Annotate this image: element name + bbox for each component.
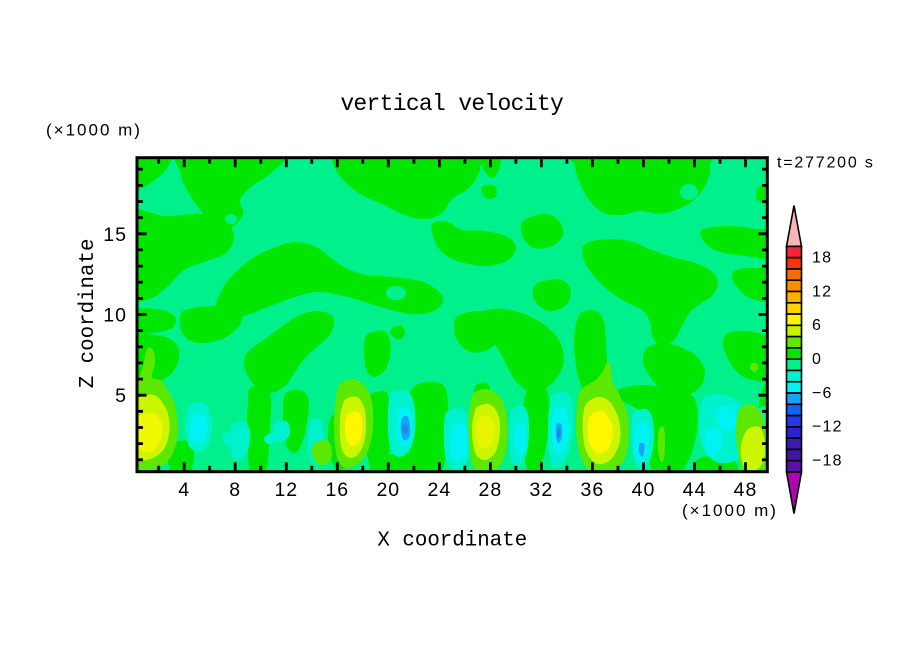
svg-text:18: 18 (812, 250, 832, 267)
svg-text:16: 16 (325, 479, 349, 501)
svg-text:0: 0 (812, 351, 822, 368)
svg-text:12: 12 (274, 479, 298, 501)
svg-text:(×1000 m): (×1000 m) (46, 121, 142, 140)
svg-text:12: 12 (812, 283, 832, 300)
svg-text:Z coordinate: Z coordinate (77, 239, 100, 389)
svg-text:20: 20 (376, 479, 400, 501)
svg-text:−6: −6 (812, 385, 833, 402)
svg-text:(×1000 m): (×1000 m) (682, 501, 778, 520)
svg-text:−18: −18 (812, 453, 843, 470)
svg-text:4: 4 (178, 479, 190, 501)
svg-text:t=277200 s: t=277200 s (777, 154, 875, 171)
svg-text:6: 6 (812, 317, 822, 334)
svg-text:44: 44 (683, 479, 707, 501)
svg-text:vertical velocity: vertical velocity (340, 91, 564, 117)
svg-text:8: 8 (229, 479, 241, 501)
svg-text:40: 40 (632, 479, 656, 501)
svg-text:32: 32 (530, 479, 554, 501)
svg-text:5: 5 (115, 385, 127, 407)
svg-text:28: 28 (479, 479, 503, 501)
svg-text:36: 36 (581, 479, 605, 501)
svg-text:−12: −12 (812, 419, 843, 436)
svg-text:24: 24 (428, 479, 452, 501)
svg-text:10: 10 (103, 305, 127, 327)
svg-text:X coordinate: X coordinate (377, 530, 527, 553)
svg-text:48: 48 (734, 479, 758, 501)
svg-text:15: 15 (103, 224, 127, 246)
